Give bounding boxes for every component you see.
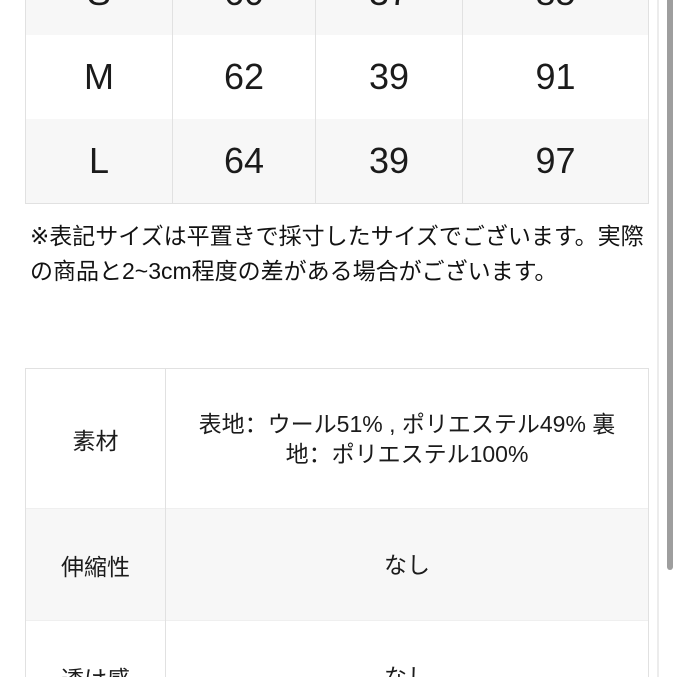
size-note: ※表記サイズは平置きで採寸したサイズでございます。実際の商品と2~3cm程度の差… [30, 223, 644, 284]
scrollbar-track [657, 0, 659, 677]
spec-value-cell: なし [165, 620, 649, 677]
size-row-m: M 62 39 91 [25, 35, 649, 119]
spec-table: 素材 表地：ウール51% , ポリエステル49% 裏地：ポリエステル100% 伸… [25, 368, 649, 677]
measurement-cell: 97 [462, 119, 649, 204]
measurement-cell: 64 [172, 119, 316, 204]
measurement-cell: 85 [462, 0, 649, 35]
scrollbar-thumb[interactable] [667, 0, 673, 570]
measurement-cell: 39 [315, 35, 463, 119]
measurement-cell: 39 [315, 119, 463, 204]
size-cell: M [25, 35, 173, 119]
spec-value-cell: なし [165, 508, 649, 621]
size-row-l: L 64 39 97 [25, 119, 649, 204]
spec-label-cell: 伸縮性 [25, 508, 166, 621]
size-cell: S [25, 0, 173, 35]
size-table: S 60 37 85 M 62 39 91 L 64 39 97 [25, 0, 649, 204]
spec-row-material: 素材 表地：ウール51% , ポリエステル49% 裏地：ポリエステル100% [25, 368, 649, 509]
spec-label-cell: 透け感 [25, 620, 166, 677]
spec-label-cell: 素材 [25, 368, 166, 509]
spec-value-cell: 表地：ウール51% , ポリエステル49% 裏地：ポリエステル100% [165, 368, 649, 509]
measurement-cell: 62 [172, 35, 316, 119]
spec-row-stretch: 伸縮性 なし [25, 508, 649, 621]
size-cell: L [25, 119, 173, 204]
size-row-s: S 60 37 85 [25, 0, 649, 35]
spec-row-sheer: 透け感 なし [25, 620, 649, 677]
measurement-cell: 37 [315, 0, 463, 35]
measurement-cell: 91 [462, 35, 649, 119]
measurement-cell: 60 [172, 0, 316, 35]
